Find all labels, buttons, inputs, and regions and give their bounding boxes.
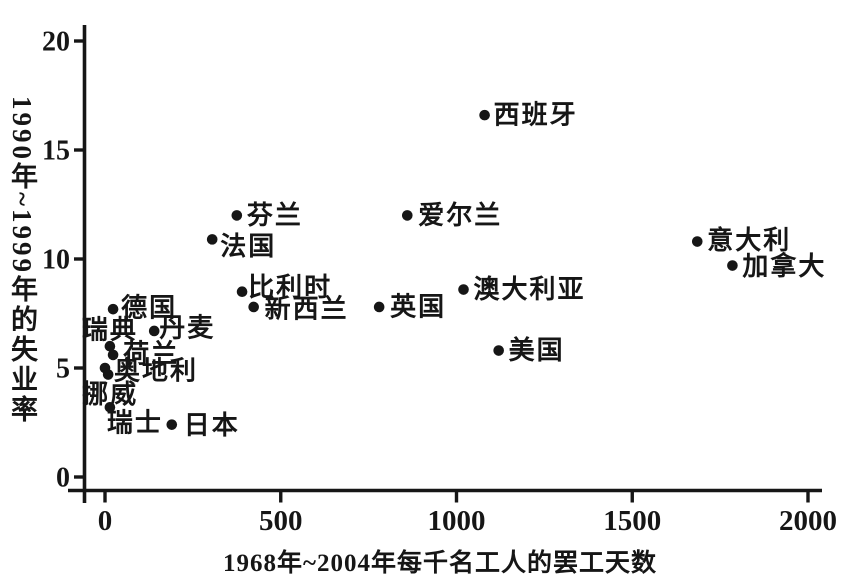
label-netherlands: 荷兰 <box>123 339 179 368</box>
point-france <box>206 234 218 245</box>
point-netherlands <box>107 349 119 361</box>
label-japan: 日本 <box>184 411 240 440</box>
point-germany <box>107 303 119 315</box>
y-tick-label: 20 <box>42 27 70 58</box>
x-tick-label: 500 <box>259 505 303 537</box>
label-austria: 奥地利 <box>114 356 198 386</box>
y-axis-title: 1990年~1999年的失业率 <box>7 96 37 426</box>
label-canada: 加拿大 <box>742 251 826 281</box>
point-switzerland <box>104 401 116 413</box>
point-new-zealand <box>248 301 259 313</box>
x-tick-label: 0 <box>98 505 113 537</box>
label-germany: 德国 <box>121 294 177 323</box>
x-tick-label: 1500 <box>603 505 661 537</box>
label-denmark: 丹麦 <box>159 313 215 342</box>
y-tick-label: 15 <box>42 136 70 167</box>
label-usa: 美国 <box>509 335 565 365</box>
point-denmark <box>148 325 160 337</box>
point-italy <box>691 236 703 247</box>
y-tick-label: 5 <box>56 354 70 385</box>
point-japan <box>166 419 178 430</box>
label-switzerland: 瑞士 <box>107 409 163 438</box>
label-france: 法国 <box>220 232 276 261</box>
y-tick-label: 0 <box>56 463 70 494</box>
point-uk <box>373 301 385 313</box>
label-australia: 澳大利亚 <box>474 275 586 304</box>
point-finland <box>231 210 243 221</box>
label-belgium: 比利时 <box>248 273 332 302</box>
label-ireland: 爱尔兰 <box>418 200 502 230</box>
x-tick-label: 2000 <box>779 505 837 537</box>
label-sweden: 瑞典 <box>82 316 138 345</box>
label-finland: 芬兰 <box>247 201 303 230</box>
point-ireland <box>401 210 413 221</box>
point-sweden <box>104 340 116 352</box>
point-belgium <box>236 286 248 298</box>
point-spain <box>479 109 490 121</box>
label-new-zealand: 新西兰 <box>265 293 349 323</box>
point-australia <box>458 284 469 295</box>
label-spain: 西班牙 <box>494 101 578 130</box>
label-italy: 意大利 <box>707 225 791 255</box>
x-axis-title: 1968年~2004年每千名工人的罢工天数 <box>222 550 657 577</box>
label-uk: 英国 <box>390 292 446 321</box>
y-tick-label: 10 <box>42 245 70 276</box>
point-norway <box>102 369 114 380</box>
x-tick-label: 1000 <box>428 505 486 537</box>
point-canada <box>727 260 738 271</box>
point-usa <box>493 345 504 356</box>
